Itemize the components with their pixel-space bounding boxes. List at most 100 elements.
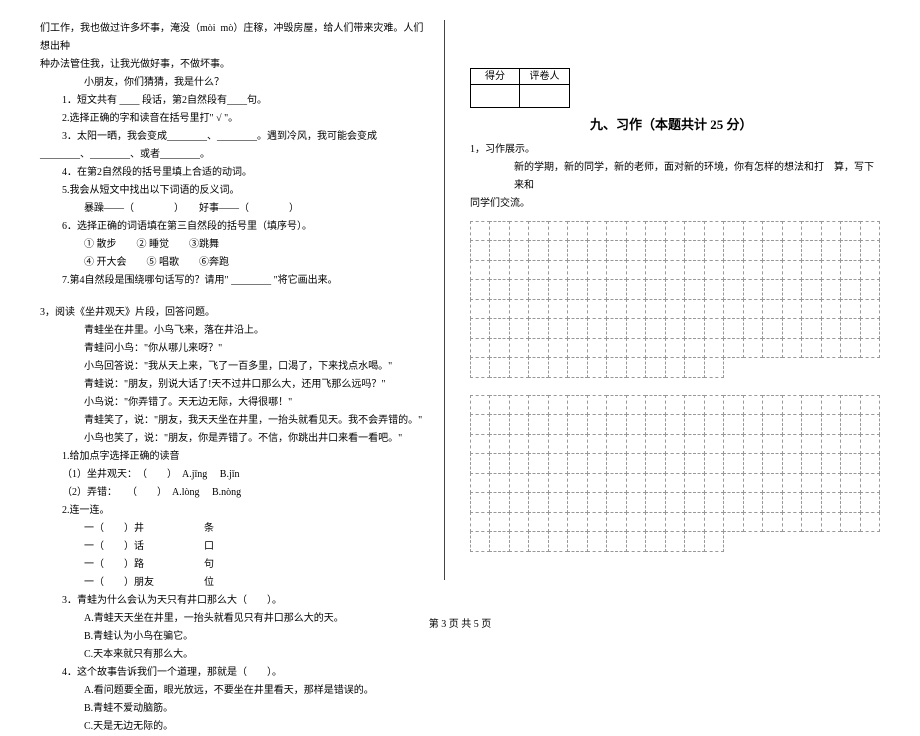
grid-cell (489, 434, 510, 455)
grid-cell (704, 240, 725, 261)
grid-cell (860, 453, 881, 474)
grid-cell (743, 338, 764, 359)
grid-cell (626, 531, 647, 552)
grid-cell (509, 260, 530, 281)
grid-cell (743, 221, 764, 242)
sub-question: 2.连一连。 (40, 502, 424, 520)
grid-cell (762, 221, 783, 242)
grid-cell (626, 221, 647, 242)
grid-cell (606, 318, 627, 339)
sub-question: 3．青蛙为什么会认为天只有井口那么大（ ）。 (40, 592, 424, 610)
grid-cell (606, 414, 627, 435)
grid-cell (470, 318, 491, 339)
grid-cell (509, 492, 530, 513)
grid-cell (684, 357, 705, 378)
grid-cell (606, 299, 627, 320)
grid-cell (743, 395, 764, 416)
grid-cell (567, 434, 588, 455)
grid-cell (587, 260, 608, 281)
grid-cell (762, 338, 783, 359)
passage-line: 小鸟说："你弄错了。天无边无际，大得很哪！" (40, 394, 424, 412)
grid-cell (801, 338, 822, 359)
grid-cell (548, 221, 569, 242)
grid-cell (665, 299, 686, 320)
grid-cell (665, 453, 686, 474)
body-line: 小朋友，你们猜猜，我是什么？ (40, 74, 424, 92)
grid-cell (782, 299, 803, 320)
grid-cell (548, 512, 569, 533)
grid-cell (645, 240, 666, 261)
grid-cell (489, 338, 510, 359)
grid-cell (840, 512, 861, 533)
grid-cell (470, 299, 491, 320)
grid-cell (626, 453, 647, 474)
grid-cell (860, 473, 881, 494)
grid-cell (470, 434, 491, 455)
grid-cell (762, 299, 783, 320)
grid-cell (704, 473, 725, 494)
grid-cell (821, 414, 842, 435)
grid-cell (470, 473, 491, 494)
answer-option: B.青蛙认为小鸟在骗它。 (40, 628, 424, 646)
question-line: 3．太阳一晒，我会变成________、________。遇到冷风，我可能会变成 (40, 128, 424, 146)
grid-cell (743, 318, 764, 339)
grid-cell (782, 434, 803, 455)
grid-cell (528, 395, 549, 416)
grid-cell (606, 279, 627, 300)
grid-cell (509, 240, 530, 261)
passage-line: 青蛙说："朋友，别说大话了!天不过井口那么大，还用飞那么远吗？" (40, 376, 424, 394)
grid-cell (704, 512, 725, 533)
grader-head-label: 评卷人 (520, 69, 569, 85)
prompt-line: 新的学期，新的同学，新的老师，面对新的环境，你有怎样的想法和打 算，写下来和 (470, 159, 880, 195)
page-footer: 第 3 页 共 5 页 (0, 615, 920, 630)
grid-cell (684, 473, 705, 494)
grid-cell (860, 279, 881, 300)
grid-cell (489, 473, 510, 494)
grid-cell (665, 260, 686, 281)
grid-cell (762, 240, 783, 261)
grid-cell (509, 357, 530, 378)
grid-cell (567, 414, 588, 435)
grid-cell (743, 299, 764, 320)
question-line: 1．短文共有 ____ 段话，第2自然段有____句。 (40, 92, 424, 110)
grid-cell (587, 434, 608, 455)
grid-cell (528, 260, 549, 281)
grid-cell (567, 512, 588, 533)
grid-cell (821, 299, 842, 320)
grid-cell (860, 299, 881, 320)
left-column: 们工作，我也做过许多坏事，淹没（mòi mò）庄稼，冲毁房屋，给人们带来灾难。人… (40, 20, 445, 580)
grid-cell (645, 260, 666, 281)
grid-cell (528, 473, 549, 494)
grid-cell (509, 531, 530, 552)
question-line: 暴躁——（ ） 好事——（ ） (40, 200, 424, 218)
grid-cell (645, 512, 666, 533)
grid-cell (782, 279, 803, 300)
grid-cell (821, 395, 842, 416)
grid-cell (567, 357, 588, 378)
grid-cell (821, 338, 842, 359)
grid-cell (567, 395, 588, 416)
grid-cell (587, 512, 608, 533)
grid-cell (645, 338, 666, 359)
grid-cell (626, 318, 647, 339)
grid-cell (548, 240, 569, 261)
grid-cell (860, 221, 881, 242)
grid-cell (528, 492, 549, 513)
grid-cell (626, 240, 647, 261)
grid-cell (723, 338, 744, 359)
grid-cell (704, 434, 725, 455)
grid-cell (548, 434, 569, 455)
grid-cell (489, 512, 510, 533)
match-line: 一（ ）井 条 (40, 520, 424, 538)
grid-cell (801, 299, 822, 320)
grid-cell (762, 395, 783, 416)
grid-cell (821, 221, 842, 242)
grid-cell (704, 279, 725, 300)
grid-cell (782, 260, 803, 281)
grid-cell (645, 492, 666, 513)
grid-cell (704, 453, 725, 474)
grid-cell (528, 299, 549, 320)
grid-cell (723, 260, 744, 281)
body-line: 种办法管住我，让我光做好事，不做坏事。 (40, 56, 424, 74)
grid-cell (782, 318, 803, 339)
